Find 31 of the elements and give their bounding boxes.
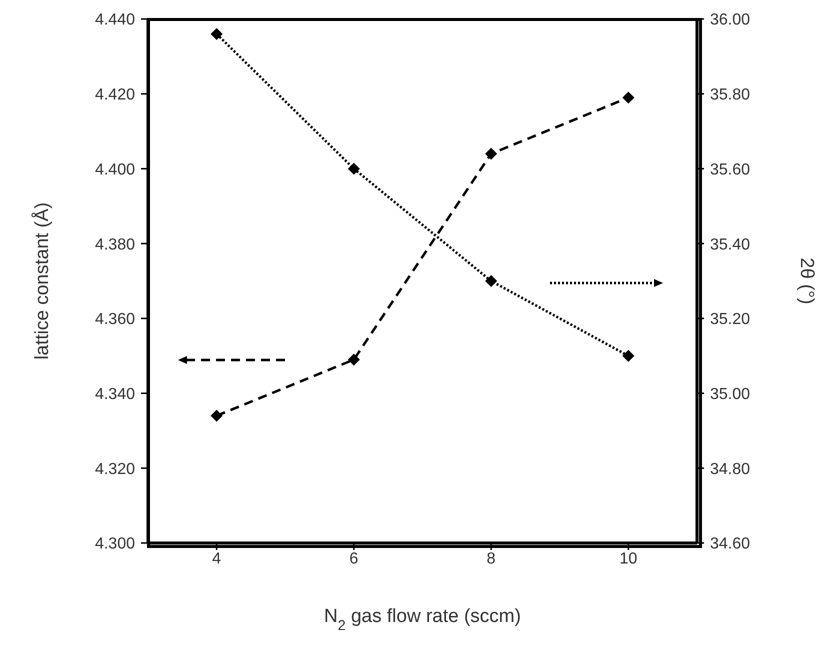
- y2-axis-title: 2θ (°): [796, 258, 817, 304]
- y-tick-label: 4.340: [94, 386, 136, 403]
- y2-tick-label: 35.00: [710, 386, 750, 403]
- point: [210, 410, 223, 422]
- point: [485, 275, 498, 287]
- y-tick-label: 4.360: [94, 311, 136, 328]
- y-tick-label: 4.380: [94, 236, 136, 254]
- x-tick-label: 8: [486, 550, 496, 568]
- point: [622, 92, 634, 104]
- point: [348, 354, 360, 366]
- y2-tick-label: 34.60: [710, 536, 750, 553]
- point: [622, 350, 634, 362]
- y2-tick-label: 35.60: [710, 161, 750, 178]
- x-tick-label: 10: [619, 550, 638, 568]
- y2-tick-label: 35.20: [710, 311, 750, 328]
- point: [210, 28, 223, 40]
- y2-tick-label: 35.80: [710, 86, 750, 104]
- y-tick-label: 4.320: [94, 460, 136, 478]
- y-tick-label: 4.300: [94, 536, 136, 553]
- y2-tick-label: 35.40: [710, 236, 750, 254]
- y2-tick-label: 34.80: [710, 460, 750, 478]
- x-tick-label: 4: [212, 550, 222, 568]
- x-tick-label: 6: [349, 550, 358, 568]
- y-axis-title: lattice constant (Å): [31, 202, 53, 360]
- y-tick-label: 4.440: [94, 12, 136, 29]
- y-tick-label: 4.400: [94, 161, 136, 178]
- point: [485, 148, 498, 160]
- x-axis-title: N$_{2}$ gas flow rate (sccm): [324, 606, 521, 634]
- y2-tick-label: 36.00: [710, 12, 750, 29]
- point: [348, 162, 360, 175]
- y-tick-label: 4.420: [94, 86, 136, 104]
